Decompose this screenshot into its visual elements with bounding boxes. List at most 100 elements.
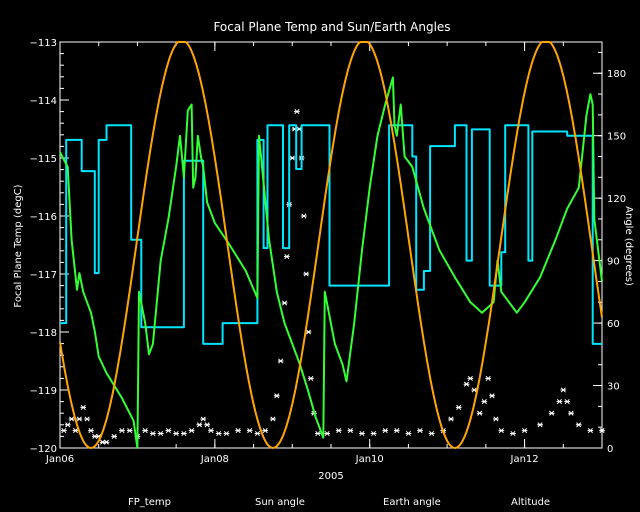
fp-temp-point-18 xyxy=(157,430,164,437)
altitude-line xyxy=(59,41,603,449)
left-tick-label-3: −116 xyxy=(30,212,57,223)
right-tick-label-4: 120 xyxy=(607,194,626,205)
legend-earth-angle: Earth angle xyxy=(383,497,441,508)
fp-temp-point-72 xyxy=(510,430,516,437)
fp-temp-point-6 xyxy=(84,416,90,422)
fp-temp-point-74 xyxy=(537,422,543,428)
fp-temp-point-67 xyxy=(481,399,488,405)
fp-temp-point-17 xyxy=(150,430,156,437)
plot-area: −113 −114 −115 −116 −117 −118 −119 −120 0 30 60 90 1… xyxy=(30,38,627,465)
fp-temp-point-14 xyxy=(126,428,133,434)
fp-temp-point-16 xyxy=(142,428,149,434)
fp-temp-point-2 xyxy=(68,416,75,422)
x-tick-label-0: Jan06 xyxy=(45,454,74,465)
fp-temp-point-30 xyxy=(246,428,253,434)
fp-temp-point-11 xyxy=(103,439,110,445)
fp-temp-point-64 xyxy=(467,375,474,381)
fp-temp-point-36 xyxy=(281,300,288,306)
fp-temp-point-69 xyxy=(489,393,495,399)
left-tick-label-7: −120 xyxy=(30,444,57,455)
fp-temp-point-29 xyxy=(235,428,241,434)
fp-temp-point-33 xyxy=(270,416,276,422)
fp-temp-point-1 xyxy=(64,422,71,428)
fp-temp-point-27 xyxy=(215,430,222,437)
right-tick-label-2: 60 xyxy=(607,319,620,330)
x-tick-label-2: Jan10 xyxy=(355,454,384,465)
fp-temp-point-25 xyxy=(204,422,210,428)
fp-temp-point-44 xyxy=(301,213,307,219)
fp-temp-point-52 xyxy=(347,428,354,434)
fp-temp-point-5 xyxy=(80,404,87,410)
fp-temp-point-61 xyxy=(448,416,454,422)
fp-temp-point-63 xyxy=(463,381,470,387)
fp-temp-point-21 xyxy=(181,430,187,437)
sun-angle-line xyxy=(60,124,602,345)
fp-temp-point-22 xyxy=(188,428,195,434)
left-axis-label: Focal Plane Temp (degC) xyxy=(13,184,24,307)
right-tick-label-1: 30 xyxy=(607,382,620,393)
fp-temp-point-82 xyxy=(599,428,605,434)
fp-temp-point-66 xyxy=(476,410,483,416)
fp-temp-point-23 xyxy=(196,422,203,428)
fp-temp-point-19 xyxy=(165,428,172,434)
fp-temp-point-46 xyxy=(305,329,312,335)
fp-temp-point-81 xyxy=(587,428,594,434)
fp-temp-point-58 xyxy=(417,428,423,434)
fp-temp-point-41 xyxy=(294,109,300,115)
fp-temp-point-70 xyxy=(493,416,499,422)
fp-temp-point-24 xyxy=(200,416,207,422)
left-tick-label-4: −117 xyxy=(30,270,57,281)
fp-temp-point-79 xyxy=(568,410,574,416)
left-tick-label-6: −119 xyxy=(30,386,57,397)
fp-temp-point-65 xyxy=(471,387,478,393)
fp-temp-point-13 xyxy=(119,428,125,434)
fp-temp-point-3 xyxy=(72,428,79,434)
right-tick-label-6: 180 xyxy=(607,69,626,80)
right-tick-label-0: 0 xyxy=(607,444,613,455)
fp-temp-point-0 xyxy=(61,428,67,434)
right-axis-label: Angle (degrees) xyxy=(623,206,634,286)
fp-temp-point-75 xyxy=(548,410,555,416)
fp-temp-point-53 xyxy=(359,430,365,437)
fp-temp-point-62 xyxy=(455,404,462,410)
fp-temp-point-50 xyxy=(324,430,330,437)
fp-temp-point-35 xyxy=(277,358,284,364)
fp-temp-point-73 xyxy=(521,428,528,434)
fp-temp-point-55 xyxy=(382,428,389,434)
legend-altitude: Altitude xyxy=(511,497,550,508)
fp-temp-point-28 xyxy=(223,430,230,437)
legend: FP_temp Sun angle Earth angle Altitude xyxy=(128,497,550,508)
fp-temp-point-76 xyxy=(556,399,563,405)
fp-temp-point-4 xyxy=(76,416,83,422)
fp-temp-point-32 xyxy=(262,428,269,434)
fp-temp-point-80 xyxy=(575,422,582,428)
fp-temp-point-31 xyxy=(254,430,261,437)
fp-temp-point-78 xyxy=(564,399,571,405)
fp-temp-point-56 xyxy=(393,428,400,434)
fp-temp-point-77 xyxy=(560,387,567,393)
left-tick-label-1: −114 xyxy=(30,96,57,107)
legend-sun-angle: Sun angle xyxy=(255,497,305,508)
fp-temp-point-37 xyxy=(284,254,290,260)
fp-temp-point-51 xyxy=(335,428,342,434)
fp-temp-point-54 xyxy=(370,430,377,437)
left-tick-label-5: −118 xyxy=(30,328,57,339)
chart-title: Focal Plane Temp and Sun/Earth Angles xyxy=(213,20,450,34)
fp-temp-point-71 xyxy=(498,428,505,434)
legend-fp-temp: FP_temp xyxy=(128,497,171,508)
fp-temp-point-68 xyxy=(485,375,492,381)
x-axis-label: 2005 xyxy=(318,471,343,482)
fp-temp-point-7 xyxy=(88,428,94,434)
fp-temp-point-45 xyxy=(303,271,310,277)
fp-temp-point-26 xyxy=(208,428,214,434)
right-tick-label-5: 150 xyxy=(607,132,626,143)
fp-temp-point-39 xyxy=(289,155,296,161)
left-tick-label-0: −113 xyxy=(30,38,57,49)
fp-temp-point-59 xyxy=(428,430,435,437)
earth-angle-line xyxy=(59,76,603,449)
x-tick-label-3: Jan12 xyxy=(510,454,539,465)
left-tick-label-2: −115 xyxy=(30,154,57,165)
fp-temp-point-49 xyxy=(314,430,321,437)
x-tick-label-1: Jan08 xyxy=(200,454,229,465)
